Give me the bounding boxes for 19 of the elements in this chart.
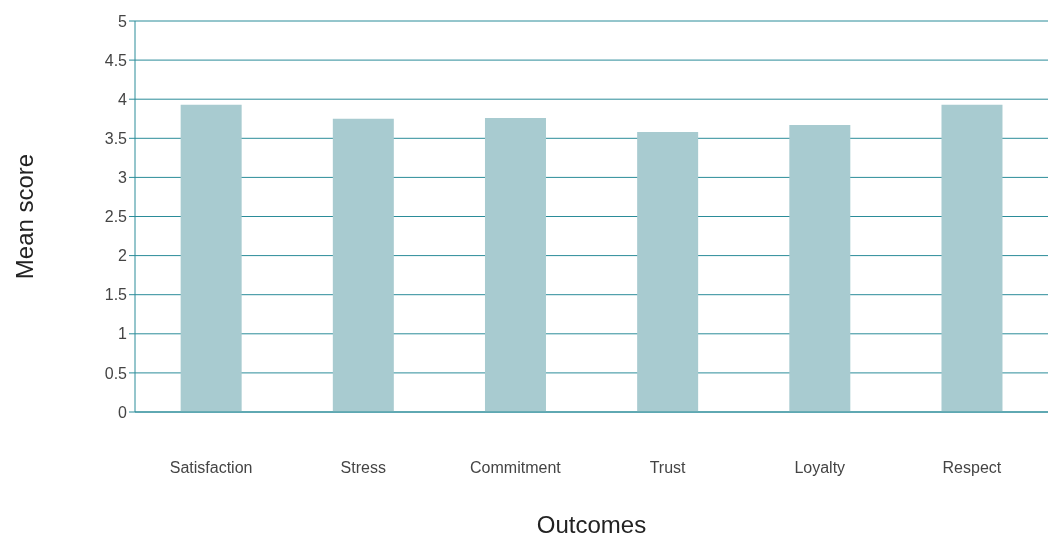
x-tick-label: Respect: [942, 459, 1002, 477]
x-tick-label: Trust: [649, 459, 687, 477]
x-tick-label: Commitment: [470, 459, 562, 477]
y-tick-label: 0.5: [104, 364, 128, 382]
y-tick-label: 4.5: [104, 51, 128, 69]
y-tick-label: 2.5: [104, 208, 128, 226]
x-tick-label: Loyalty: [794, 459, 846, 477]
x-tick-label: Stress: [340, 459, 386, 477]
y-tick-label: 2: [118, 247, 128, 265]
y-tick-label: 0: [118, 403, 128, 421]
x-axis-title: Outcomes: [536, 511, 647, 538]
y-tick-label: 1: [118, 325, 128, 343]
x-tick-label: Satisfaction: [169, 459, 253, 477]
y-tick-label: 5: [118, 12, 128, 30]
y-tick-label: 4: [118, 90, 128, 108]
y-axis-title: Mean score: [10, 153, 38, 280]
y-tick-label: 1.5: [104, 286, 128, 304]
y-tick-label: 3: [118, 169, 128, 187]
y-tick-label: 3.5: [104, 129, 128, 147]
